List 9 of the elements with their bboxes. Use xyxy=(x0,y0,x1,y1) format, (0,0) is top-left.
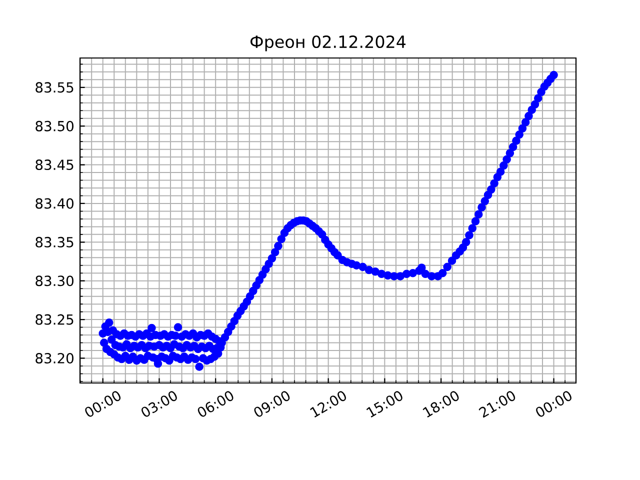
y-tick-label: 83.25 xyxy=(36,314,74,325)
y-tick-label: 83.50 xyxy=(36,120,74,132)
y-tick-label: 83.30 xyxy=(36,276,74,286)
y-tick-label: 83.20 xyxy=(36,353,74,364)
y-tick-label: 83.35 xyxy=(36,236,74,248)
chart-title: Фреон 02.12.2024 xyxy=(250,35,406,52)
y-tick-label: 83.45 xyxy=(36,160,74,170)
y-tick-label: 83.55 xyxy=(36,82,74,93)
y-tick-label: 83.40 xyxy=(36,198,74,209)
